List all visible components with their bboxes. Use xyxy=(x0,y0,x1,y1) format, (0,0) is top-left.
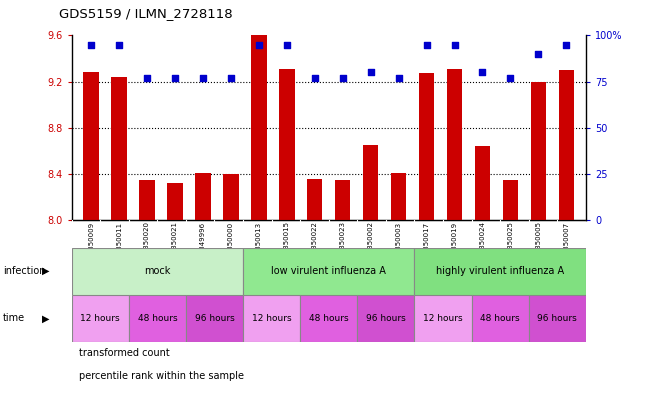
Bar xyxy=(300,295,357,342)
Bar xyxy=(503,180,518,220)
Bar xyxy=(415,295,471,342)
Point xyxy=(310,75,320,81)
Point xyxy=(561,41,572,48)
Text: highly virulent influenza A: highly virulent influenza A xyxy=(436,266,564,276)
Bar xyxy=(559,70,574,220)
Bar xyxy=(72,295,129,342)
Point xyxy=(505,75,516,81)
Bar xyxy=(167,183,183,220)
Bar xyxy=(195,173,211,220)
Text: 12 hours: 12 hours xyxy=(252,314,292,323)
Text: time: time xyxy=(3,313,25,323)
Bar xyxy=(335,180,350,220)
Bar xyxy=(72,248,243,295)
Bar xyxy=(391,173,406,220)
Text: mock: mock xyxy=(144,266,171,276)
Text: 48 hours: 48 hours xyxy=(480,314,520,323)
Point xyxy=(254,41,264,48)
Point xyxy=(282,41,292,48)
Text: 96 hours: 96 hours xyxy=(195,314,234,323)
Text: ▶: ▶ xyxy=(42,313,50,323)
Point xyxy=(86,41,96,48)
Bar xyxy=(243,248,415,295)
Bar xyxy=(111,77,127,220)
Text: infection: infection xyxy=(3,266,46,276)
Bar xyxy=(307,178,322,220)
Text: 12 hours: 12 hours xyxy=(423,314,463,323)
Text: 96 hours: 96 hours xyxy=(538,314,577,323)
Bar xyxy=(475,146,490,220)
Point xyxy=(477,69,488,75)
Bar xyxy=(471,295,529,342)
Bar xyxy=(531,82,546,220)
Point xyxy=(421,41,432,48)
Bar xyxy=(279,69,294,220)
Text: percentile rank within the sample: percentile rank within the sample xyxy=(79,371,244,382)
Bar xyxy=(529,295,586,342)
Text: ▶: ▶ xyxy=(42,266,50,276)
Point xyxy=(337,75,348,81)
Bar xyxy=(223,174,239,220)
Bar xyxy=(357,295,415,342)
Text: 96 hours: 96 hours xyxy=(366,314,406,323)
Bar xyxy=(129,295,186,342)
Bar xyxy=(419,73,434,220)
Bar xyxy=(243,295,300,342)
Bar xyxy=(363,145,378,220)
Text: 48 hours: 48 hours xyxy=(309,314,348,323)
Text: 12 hours: 12 hours xyxy=(80,314,120,323)
Point xyxy=(114,41,124,48)
Point xyxy=(393,75,404,81)
Text: low virulent influenza A: low virulent influenza A xyxy=(271,266,386,276)
Point xyxy=(198,75,208,81)
Bar xyxy=(186,295,243,342)
Point xyxy=(226,75,236,81)
Text: GDS5159 / ILMN_2728118: GDS5159 / ILMN_2728118 xyxy=(59,7,232,20)
Bar xyxy=(251,35,266,220)
Point xyxy=(365,69,376,75)
Point xyxy=(449,41,460,48)
Point xyxy=(170,75,180,81)
Bar xyxy=(415,248,586,295)
Text: transformed count: transformed count xyxy=(79,348,170,358)
Bar xyxy=(139,180,155,220)
Point xyxy=(533,51,544,57)
Point xyxy=(142,75,152,81)
Bar xyxy=(83,72,99,220)
Bar xyxy=(447,69,462,220)
Text: 48 hours: 48 hours xyxy=(137,314,177,323)
